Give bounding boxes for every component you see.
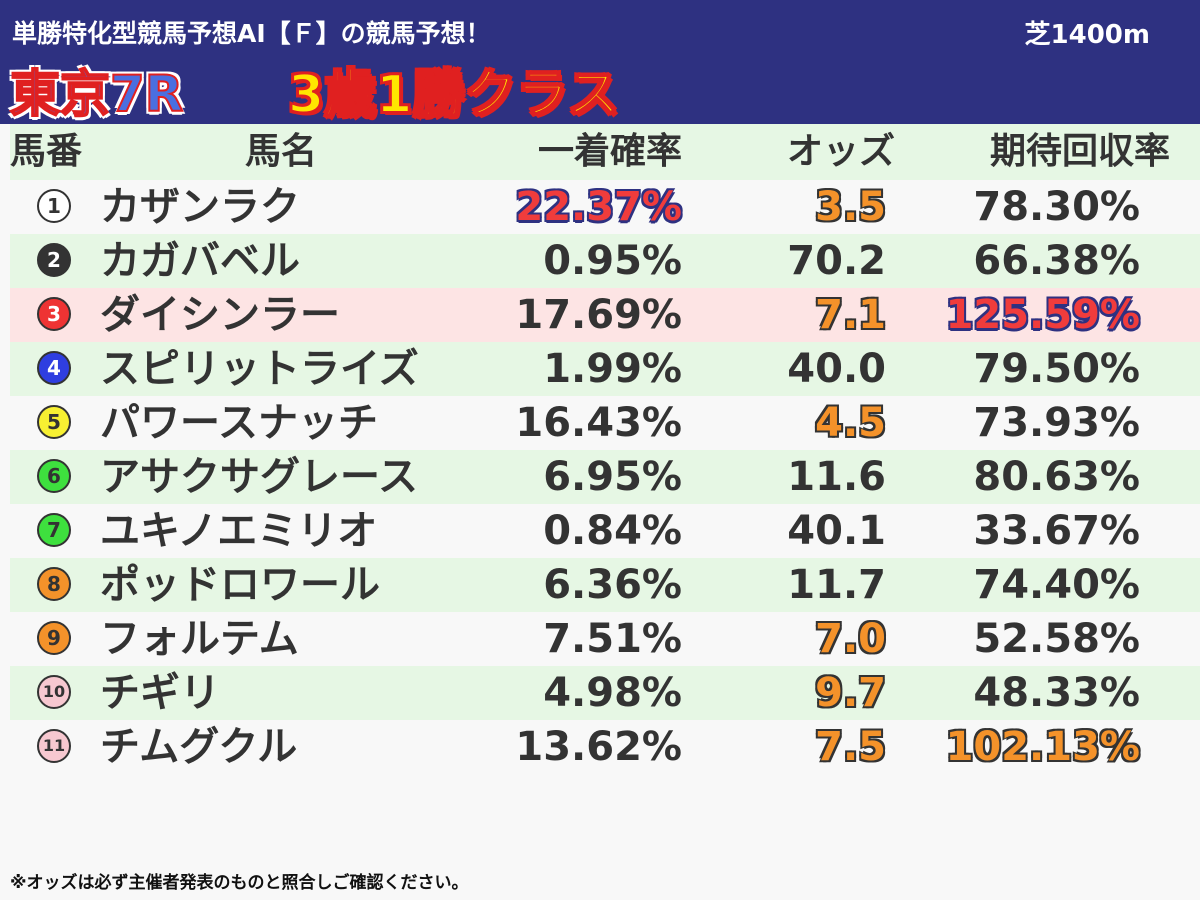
horse-number-cell: 1: [10, 180, 98, 234]
table-row: 11 チムグクル 13.62% 7.5 102.13%: [10, 720, 1200, 774]
win-probability: 4.98%: [543, 670, 682, 716]
horse-name: ポッドロワール: [100, 562, 380, 608]
win-probability: 6.95%: [543, 454, 682, 500]
odds: 70.2: [787, 238, 886, 284]
horse-name: フォルテム: [100, 616, 299, 662]
header-win-probability: 一着確率: [537, 131, 682, 172]
table-row: 4 スピリットライズ 1.99% 40.0 79.50%: [10, 342, 1200, 396]
odds: 7.5: [815, 724, 886, 770]
horse-number-cell: 2: [10, 234, 98, 288]
header-expected-return: 期待回収率: [989, 131, 1170, 172]
table-body: 1 カザンラク 22.37% 3.5 78.30% 2 カガバベル 0.95% 70.2 66.3…: [10, 180, 1200, 774]
table-row: 10 チギリ 4.98% 9.7 48.33%: [10, 666, 1200, 720]
horse-number-badge: 8: [37, 567, 71, 601]
horse-name: ユキノエミリオ: [100, 508, 378, 554]
win-probability: 17.69%: [515, 292, 682, 338]
horse-name: ダイシンラー: [100, 292, 340, 338]
odds: 40.0: [787, 346, 886, 392]
header-banner: 単勝特化型競馬予想AI【Ｆ】の競馬予想！ 芝1400m 東京7R 3歳1勝クラス: [0, 0, 1200, 126]
odds: 4.5: [815, 400, 886, 446]
table-row: 5 パワースナッチ 16.43% 4.5 73.93%: [10, 396, 1200, 450]
horse-name: チムグクル: [100, 724, 298, 770]
win-probability: 13.62%: [515, 724, 682, 770]
horse-number-cell: 3: [10, 288, 98, 342]
expected-return: 66.38%: [973, 238, 1140, 284]
expected-return: 74.40%: [973, 562, 1140, 608]
header-horse-name: 馬名: [245, 131, 318, 172]
header-odds: オッズ: [786, 131, 895, 172]
table-row: 8 ポッドロワール 6.36% 11.7 74.40%: [10, 558, 1200, 612]
expected-return: 125.59%: [945, 292, 1140, 338]
horse-number-badge: 5: [37, 405, 71, 439]
horse-number-cell: 10: [10, 666, 98, 720]
horse-number-cell: 7: [10, 504, 98, 558]
win-probability: 1.99%: [543, 346, 682, 392]
odds: 40.1: [787, 508, 886, 554]
horse-number-cell: 9: [10, 612, 98, 666]
horse-number-badge: 4: [37, 351, 71, 385]
win-probability: 7.51%: [543, 616, 682, 662]
expected-return: 52.58%: [973, 616, 1140, 662]
odds: 11.6: [787, 454, 886, 500]
horse-number-badge: 6: [37, 459, 71, 493]
horse-number-cell: 5: [10, 396, 98, 450]
horse-number-cell: 6: [10, 450, 98, 504]
expected-return: 33.67%: [973, 508, 1140, 554]
horse-number-badge: 2: [37, 243, 71, 277]
table-header: 馬番 馬名 一着確率 オッズ 期待回収率: [10, 124, 1200, 180]
table-row: 9 フォルテム 7.51% 7.0 52.58%: [10, 612, 1200, 666]
expected-return: 79.50%: [973, 346, 1140, 392]
horse-number-cell: 4: [10, 342, 98, 396]
horse-number-badge: 9: [37, 621, 71, 655]
odds: 7.0: [815, 616, 886, 662]
horse-name: アサクサグレース: [100, 454, 418, 500]
prediction-table: 馬番 馬名 一着確率 オッズ 期待回収率 1 カザンラク 22.37% 3.5 78.3…: [10, 124, 1200, 774]
race-distance: 芝1400m: [1024, 20, 1150, 50]
odds: 11.7: [787, 562, 886, 608]
horse-name: カザンラク: [100, 184, 300, 230]
horse-number-badge: 1: [37, 189, 71, 223]
horse-name: チギリ: [100, 670, 220, 716]
horse-number-cell: 8: [10, 558, 98, 612]
win-probability: 6.36%: [543, 562, 682, 608]
page-subtitle: 単勝特化型競馬予想AI【Ｆ】の競馬予想！: [12, 19, 491, 48]
race-class: 3歳1勝クラス: [287, 64, 620, 126]
expected-return: 102.13%: [945, 724, 1140, 770]
table-row: 2 カガバベル 0.95% 70.2 66.38%: [10, 234, 1200, 288]
header-horse-number: 馬番: [10, 131, 83, 172]
horse-number-badge: 10: [37, 675, 71, 709]
win-probability: 16.43%: [515, 400, 682, 446]
odds: 7.1: [815, 292, 886, 338]
win-probability: 0.95%: [543, 238, 682, 284]
expected-return: 73.93%: [973, 400, 1140, 446]
horse-number-badge: 3: [37, 297, 71, 331]
horse-number-badge: 7: [37, 513, 71, 547]
horse-name: カガバベル: [100, 238, 300, 284]
expected-return: 48.33%: [973, 670, 1140, 716]
win-probability: 0.84%: [543, 508, 682, 554]
table-row: 6 アサクサグレース 6.95% 11.6 80.63%: [10, 450, 1200, 504]
expected-return: 78.30%: [973, 184, 1140, 230]
win-probability: 22.37%: [515, 184, 682, 230]
footnote: ※オッズは必ず主催者発表のものと照合しご確認ください。: [10, 873, 469, 893]
race-name: 東京7R: [9, 64, 184, 124]
horse-number-badge: 11: [37, 729, 71, 763]
odds: 9.7: [815, 670, 886, 716]
odds: 3.5: [815, 184, 886, 230]
horse-number-cell: 11: [10, 720, 98, 774]
table-row: 1 カザンラク 22.37% 3.5 78.30%: [10, 180, 1200, 234]
table-row: 7 ユキノエミリオ 0.84% 40.1 33.67%: [10, 504, 1200, 558]
expected-return: 80.63%: [973, 454, 1140, 500]
table-row: 3 ダイシンラー 17.69% 7.1 125.59%: [10, 288, 1200, 342]
horse-name: パワースナッチ: [100, 400, 378, 446]
horse-name: スピリットライズ: [100, 346, 419, 392]
